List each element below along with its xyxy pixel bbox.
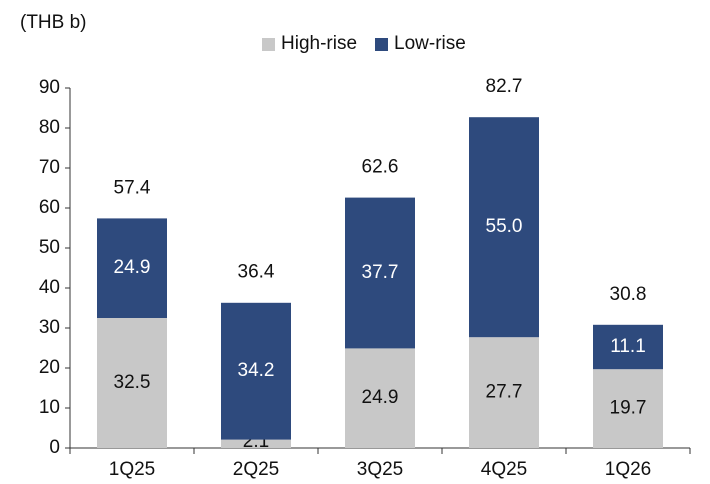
x-tick-label: 4Q25 [481,459,527,480]
data-label: 27.7 [486,382,523,403]
bar-segment-high-rise [593,369,663,448]
x-tick-label: 1Q25 [109,459,155,480]
y-tick-label: 30 [39,317,60,338]
bar-segment-low-rise [469,117,539,338]
y-tick-label: 10 [39,397,60,418]
legend-item-high-rise: High-rise [262,33,357,55]
data-label: 11.1 [610,336,646,357]
bar-segment-low-rise [97,218,167,318]
y-tick-label: 70 [39,157,60,178]
bar-segment-low-rise [221,302,291,440]
bar-segment-low-rise [593,324,663,370]
y-tick-label: 20 [39,357,60,378]
data-label: 24.9 [114,257,151,278]
total-label: 62.6 [362,157,399,178]
data-label: 32.5 [114,372,151,393]
data-label: 19.7 [610,398,647,419]
y-tick-label: 50 [39,237,60,258]
data-label: 37.7 [362,262,399,283]
x-tick-label: 2Q25 [233,459,279,480]
total-label: 57.4 [114,177,151,198]
y-tick-label: 80 [39,117,60,138]
y-tick-label: 90 [39,77,60,98]
unit-label: (THB b) [20,12,87,33]
bar-segment-high-rise [97,318,167,448]
bar-segment-high-rise [469,337,539,448]
x-tick-label: 1Q26 [605,459,651,480]
y-tick-label: 40 [39,277,60,298]
data-label: 34.2 [238,360,275,381]
data-label: 24.9 [362,387,399,408]
legend: High-rise Low-rise [262,33,484,55]
y-tick-label: 0 [49,437,60,458]
legend-label-high-rise: High-rise [281,33,358,54]
legend-item-low-rise: Low-rise [375,33,466,55]
bar-segment-high-rise [221,439,291,448]
y-tick-label: 60 [39,197,60,218]
total-label: 30.8 [610,284,647,305]
legend-swatch-high-rise [262,37,275,51]
x-tick-label: 3Q25 [357,459,403,480]
data-label: 55.0 [486,216,523,237]
legend-swatch-low-rise [375,37,389,51]
total-label: 36.4 [238,261,275,282]
bar-segment-low-rise [345,197,415,349]
legend-label-low-rise: Low-rise [394,33,466,54]
total-label: 82.7 [486,76,523,97]
bar-segment-high-rise [345,348,415,448]
